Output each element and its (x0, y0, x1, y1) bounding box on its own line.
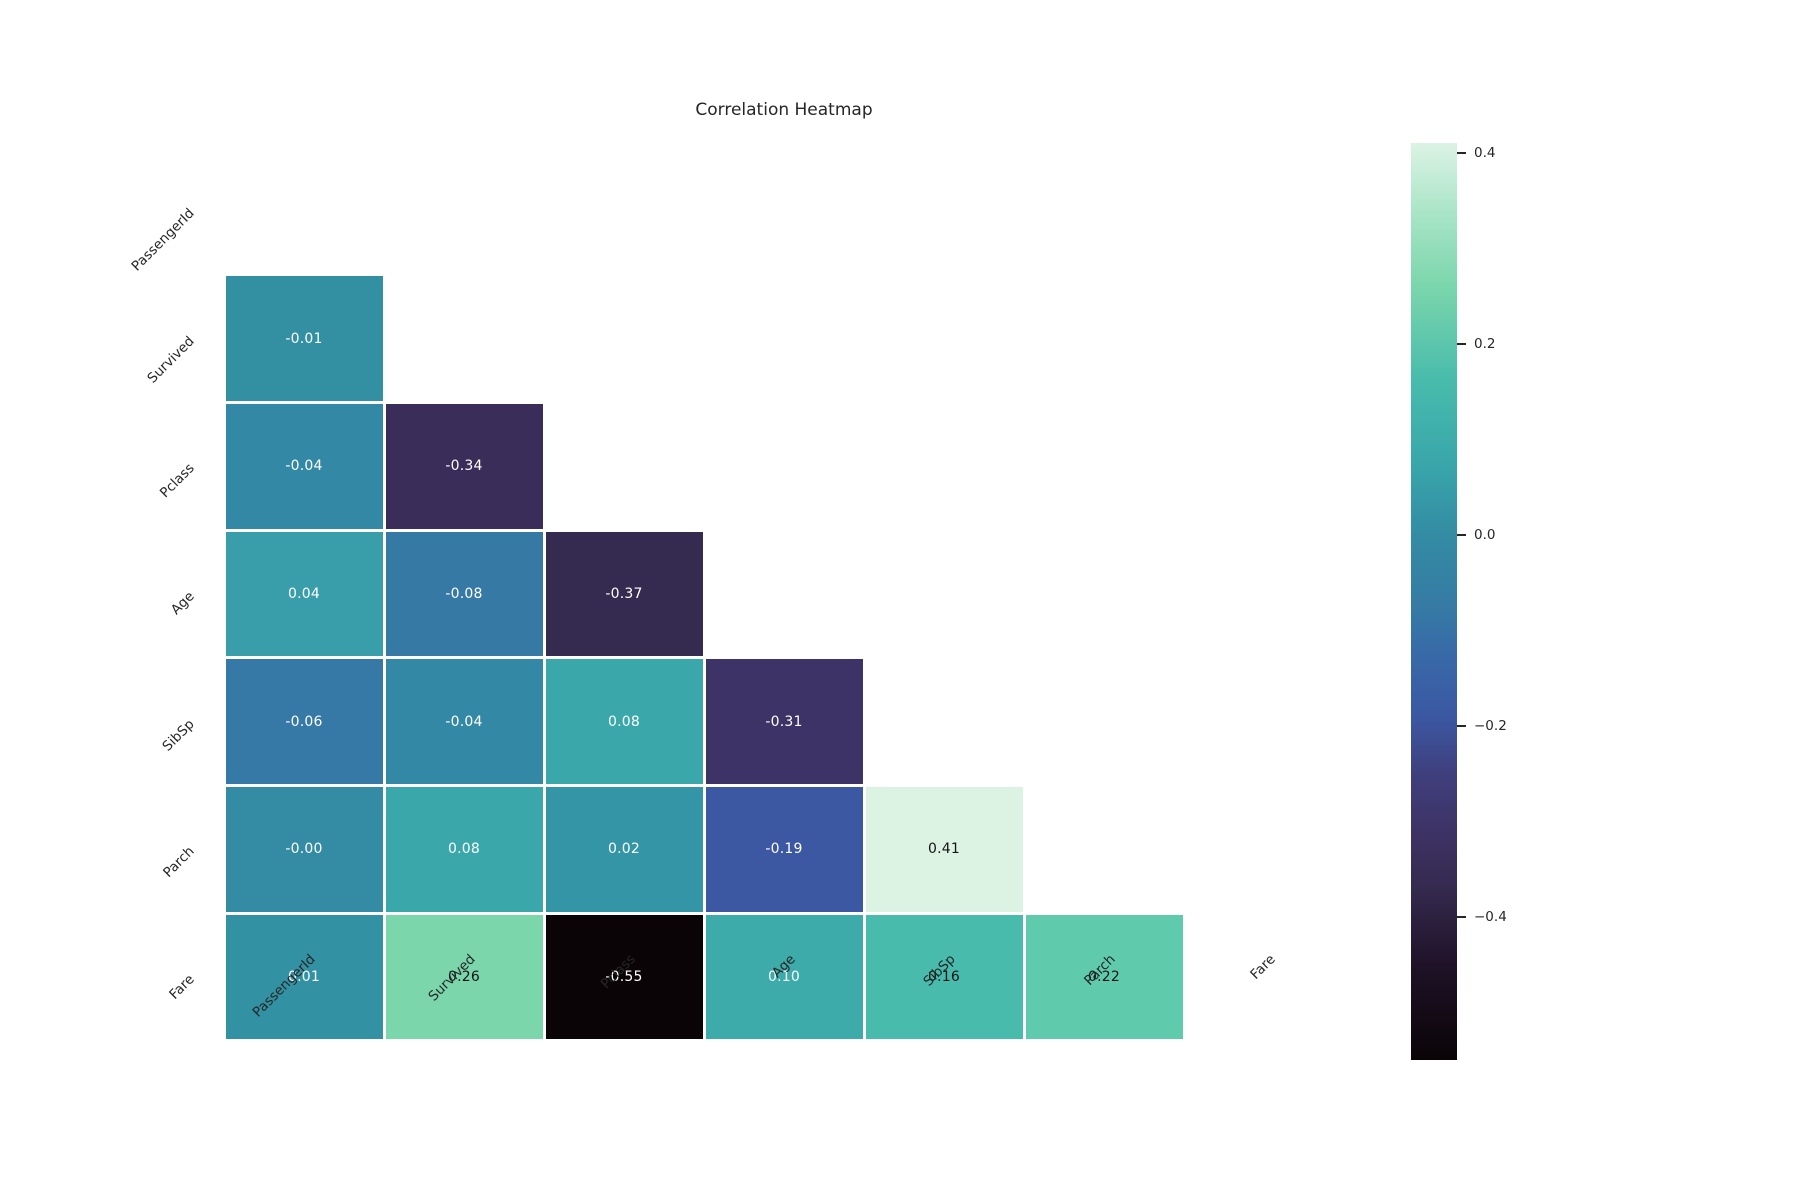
heatmap-cell: 0.08 (545, 659, 703, 785)
heatmap-cell-value: 0.22 (1088, 969, 1120, 986)
colorbar-tick-label: 0.2 (1474, 335, 1496, 352)
heatmap-cell-value: -0.37 (605, 585, 643, 602)
heatmap-cell: -0.08 (385, 531, 543, 657)
y-tick-label: Pclass (156, 460, 198, 502)
heatmap-cell: -0.31 (705, 659, 863, 785)
heatmap-cell: 0.22 (1025, 914, 1183, 1040)
colorbar-tick (1457, 342, 1466, 345)
heatmap-cell: -0.55 (545, 914, 703, 1040)
heatmap-cell: -0.04 (225, 403, 383, 529)
heatmap-cell: 0.02 (545, 787, 703, 912)
colorbar-tick-label: 0.0 (1474, 526, 1496, 543)
heatmap-cell: -0.19 (705, 787, 863, 912)
heatmap-cell: 0.41 (865, 787, 1023, 912)
colorbar-tick-label: 0.4 (1474, 144, 1496, 161)
heatmap-cell-value: 0.08 (448, 841, 480, 858)
heatmap-cell-value: -0.34 (445, 458, 483, 475)
y-tick-label: Age (167, 588, 198, 619)
colorbar-tick (1457, 915, 1466, 918)
colorbar-tick (1457, 533, 1466, 536)
heatmap-cell: 0.01 (225, 914, 383, 1040)
colorbar-gradient (1411, 143, 1457, 1060)
heatmap-cell-value: 0.08 (608, 713, 640, 730)
heatmap-cell: 0.08 (385, 787, 543, 912)
y-tick-label: SibSp (159, 716, 198, 755)
heatmap-cell-value: -0.55 (605, 969, 643, 986)
heatmap-cell-value: -0.19 (765, 841, 803, 858)
y-tick-label: PassengerId (128, 205, 198, 275)
heatmap-cell-value: 0.01 (288, 969, 320, 986)
chart-title: Correlation Heatmap (695, 100, 873, 120)
heatmap-cell: -0.04 (385, 659, 543, 785)
heatmap-cell-value: 0.26 (448, 969, 480, 986)
heatmap-cell-value: 0.10 (768, 969, 800, 986)
heatmap-cell-value: 0.04 (288, 585, 320, 602)
y-tick-label: Survived (144, 332, 198, 387)
heatmap-cell: 0.10 (705, 914, 863, 1040)
heatmap-cell: 0.04 (225, 531, 383, 657)
heatmap-cell: 0.26 (385, 914, 543, 1040)
colorbar-tick (1457, 724, 1466, 727)
heatmap-cell-value: 0.02 (608, 841, 640, 858)
heatmap-cell-value: 0.41 (928, 841, 960, 858)
heatmap-cell-value: -0.08 (445, 585, 483, 602)
colorbar-tick (1457, 151, 1466, 154)
colorbar-tick-label: −0.4 (1474, 908, 1507, 925)
y-tick-label: Fare (166, 971, 198, 1003)
heatmap-cell: -0.37 (545, 531, 703, 657)
heatmap-cell: -0.01 (225, 276, 383, 401)
colorbar-tick-label: −0.2 (1474, 717, 1507, 734)
heatmap-cell-value: -0.04 (445, 713, 483, 730)
y-tick-label: Parch (160, 843, 198, 882)
heatmap-cell: -0.34 (385, 403, 543, 529)
heatmap-cell-value: -0.31 (765, 713, 803, 730)
heatmap-cell: 0.16 (865, 914, 1023, 1040)
heatmap-cell: -0.06 (225, 659, 383, 785)
heatmap-cell-value: -0.00 (285, 841, 323, 858)
heatmap-cell-value: -0.01 (285, 330, 323, 347)
heatmap-cell-value: -0.06 (285, 713, 323, 730)
heatmap-cell: -0.00 (225, 787, 383, 912)
heatmap-cell-value: 0.16 (928, 969, 960, 986)
heatmap-cell-value: -0.04 (285, 458, 323, 475)
